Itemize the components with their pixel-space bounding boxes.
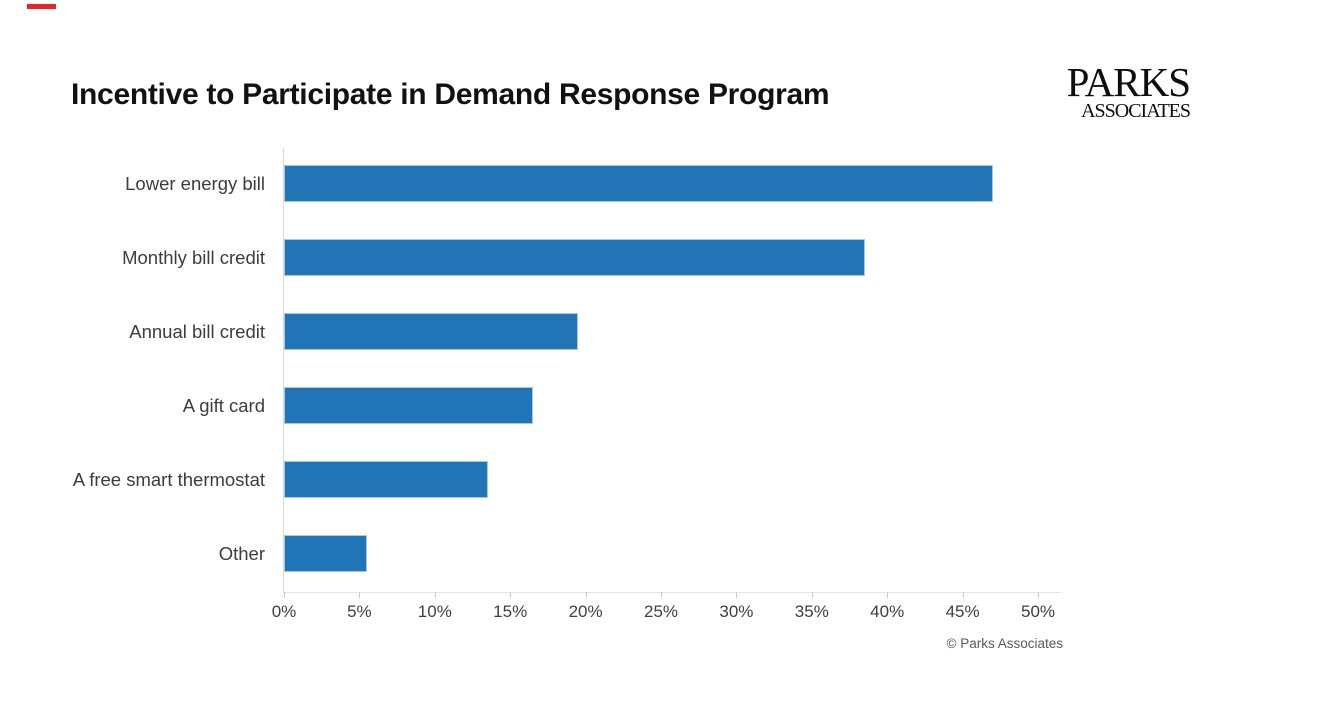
- x-tick-mark: [887, 592, 889, 598]
- x-tick-label: 35%: [794, 602, 829, 621]
- category-label: Annual bill credit: [129, 320, 265, 342]
- bar: [284, 165, 993, 202]
- bar: [284, 313, 579, 350]
- x-tick-mark: [284, 592, 285, 598]
- bar: [284, 461, 488, 498]
- category-label: Other: [218, 542, 265, 564]
- chart-title: Incentive to Participate in Demand Respo…: [71, 78, 830, 111]
- category-label: Monthly bill credit: [122, 246, 265, 268]
- x-tick-label: 25%: [643, 602, 679, 621]
- x-tick-label: 20%: [568, 602, 603, 621]
- x-tick-mark: [510, 592, 512, 598]
- x-tick-label: 40%: [870, 602, 905, 621]
- x-tick-label: 10%: [417, 602, 452, 621]
- x-tick-label: 15%: [493, 602, 528, 621]
- x-axis-line: [283, 592, 1061, 593]
- x-tick-label: 30%: [719, 602, 754, 621]
- logo-text-parks: PARKS: [1066, 59, 1191, 105]
- logo-text-associates: ASSOCIATES: [1081, 100, 1191, 122]
- x-tick-mark: [359, 592, 361, 598]
- x-tick-mark: [585, 592, 587, 598]
- x-tick-label: 5%: [347, 602, 372, 621]
- x-tick-mark: [736, 592, 738, 598]
- y-axis-line: [283, 148, 284, 593]
- bar: [284, 239, 865, 276]
- x-tick-mark: [661, 592, 662, 598]
- category-label: A gift card: [182, 394, 265, 416]
- red-annotation-mark: [27, 4, 56, 9]
- bar: [284, 535, 367, 572]
- x-tick-label: 0%: [271, 602, 297, 621]
- bar: [284, 387, 533, 424]
- x-tick-mark: [962, 592, 964, 598]
- x-tick-mark: [434, 592, 436, 598]
- parks-associates-logo: PARKS ASSOCIATES: [1066, 59, 1191, 122]
- x-tick-mark: [1038, 592, 1039, 598]
- x-tick-label: 50%: [1020, 602, 1056, 621]
- x-tick-mark: [811, 592, 813, 598]
- category-label: Lower energy bill: [125, 172, 265, 194]
- category-label: A free smart thermostat: [72, 468, 265, 490]
- x-tick-label: 45%: [945, 602, 980, 621]
- copyright-note: © Parks Associates: [946, 636, 1064, 651]
